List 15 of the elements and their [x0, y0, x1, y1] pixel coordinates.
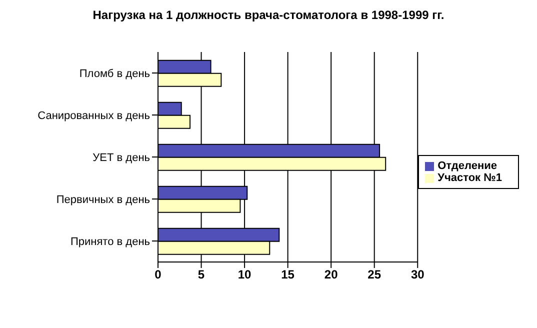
- x-tick-label: 15: [281, 268, 295, 282]
- x-tick-label: 10: [238, 268, 252, 282]
- y-tick-label: Санированных в день: [38, 110, 150, 122]
- y-tick-label: Принято в день: [70, 236, 150, 248]
- x-tick-label: 5: [198, 268, 205, 282]
- legend-label: Участок №1: [438, 172, 502, 184]
- y-tick-label: Пломб в день: [79, 68, 150, 80]
- x-tick-label: 25: [368, 268, 382, 282]
- legend-label: Отделение: [438, 160, 498, 172]
- y-tick-label: УЕТ в день: [92, 152, 150, 164]
- x-tick-label: 20: [324, 268, 338, 282]
- x-tick-label: 0: [154, 268, 162, 282]
- chart-title: Нагрузка на 1 должность врача-стоматолога в 1998-1999 гг.: [92, 8, 446, 22]
- x-tick-label: 30: [410, 268, 425, 282]
- y-tick-label: Первичных в день: [56, 194, 150, 206]
